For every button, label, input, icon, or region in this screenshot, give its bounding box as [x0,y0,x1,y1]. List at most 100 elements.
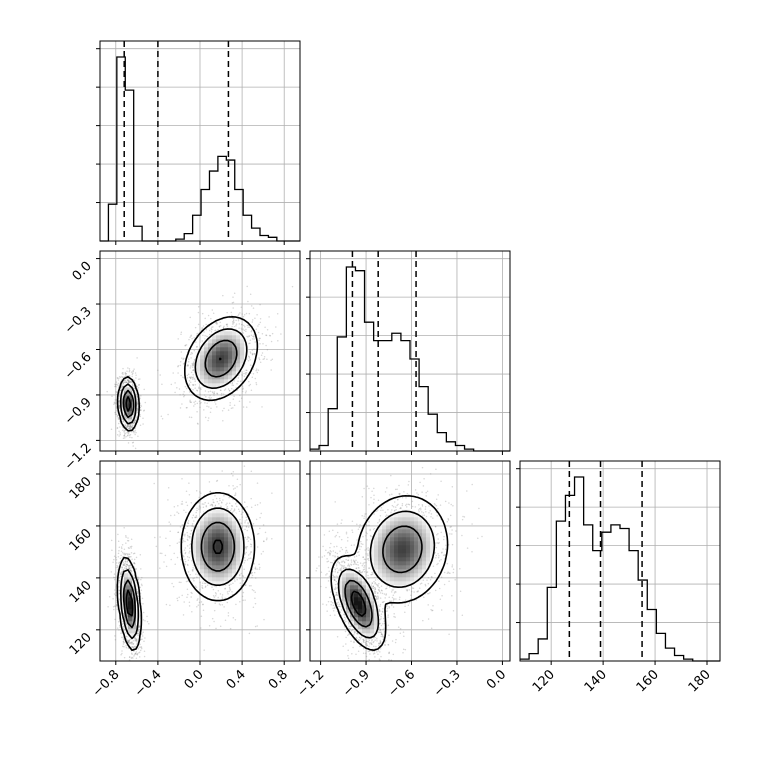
pair-0-2-point [222,499,224,501]
pair-0-1-density-cell [220,331,224,335]
pair-0-1-point [191,363,193,365]
pair-0-1-point [195,384,197,386]
pair-0-1-point [131,426,133,428]
pair-0-1-point [188,358,190,360]
pair-0-1-density-cell [232,331,236,335]
pair-0-1-point [248,381,250,383]
pair-0-1-point [247,327,249,329]
pair-0-1-point [219,322,221,324]
pair-0-1-density-cell [208,363,212,367]
pair-0-1-point [204,335,206,337]
pair-0-2-point [120,632,122,634]
pair-0-2-point [113,559,115,561]
pair-0-1-point [261,354,263,356]
pair-0-1-point [195,401,197,403]
pair-0-1-density-cell [212,363,216,367]
pair-0-2-point [114,593,116,595]
pair-0-2-point [239,578,241,580]
pair-0-1-density-cell [204,375,208,379]
pair-0-2-point [178,596,180,598]
pair-0-1 [96,251,300,462]
pair-0-2-point [223,606,225,608]
pair-0-1-point [259,338,261,340]
pair-0-1-point [192,374,194,376]
pair-0-1-point [119,376,121,378]
pair-0-2-point [236,579,238,581]
pair-0-2-point [230,584,232,586]
pair-0-1-point [239,400,241,402]
pair-0-1-density-cell [240,347,244,351]
pair-0-1-point [252,354,254,356]
pair-0-2-point [187,564,189,566]
pair-0-1-density-cell [204,379,208,383]
pair-0-1-point [209,330,211,332]
pair-0-1-point [262,352,264,354]
pair-0-1-point [241,329,243,331]
pair-0-2-point [196,510,198,512]
pair-0-1-point [118,431,120,433]
pair-0-1-point [183,396,185,398]
pair-0-1-point [245,329,247,331]
pair-0-1-point [136,410,138,412]
pair-0-1-point [139,397,141,399]
pair-0-2-point [136,557,138,559]
pair-0-2-point [124,554,126,556]
pair-0-2-point [230,589,232,591]
pair-0-2-point [118,562,120,564]
pair-0-2-point [121,551,123,553]
pair-0-1-density-cell [212,355,216,359]
pair-0-2-point [186,581,188,583]
pair-0-1-point [239,323,241,325]
pair-0-1-point [202,313,204,315]
pair-0-2-point [244,522,246,524]
pair-0-2-point [133,640,135,642]
pair-0-1-point [226,312,228,314]
pair-0-1-density-cell [212,367,216,371]
pair-0-2-point [135,580,137,582]
pair-0-2-point [121,568,123,570]
pair-0-2-point [242,512,244,514]
pair-0-2-point [198,497,200,499]
pair-0-2 [96,449,300,696]
pair-0-1-point [234,404,236,406]
pair-0-2-point [127,665,129,667]
pair-0-1-point [192,365,194,367]
hist-2 [516,461,720,665]
pair-0-1-density-cell [216,335,220,339]
pair-0-1-density-cell [228,359,232,363]
pair-0-2-point [133,661,135,663]
pair-0-2-point [222,604,224,606]
pair-0-1-point [203,331,205,333]
pair-0-2-point [141,577,143,579]
pair-0-2-point [139,646,141,648]
pair-0-1-point [190,354,192,356]
pair-0-1-point [197,423,199,425]
pair-0-1-point [256,384,258,386]
pair-0-1-point [190,357,192,359]
pair-0-2-point [117,534,119,536]
pair-0-2-point [251,577,253,579]
pair-0-1-point [193,401,195,403]
pair-0-1-density-cell [220,379,224,383]
pair-0-2-point [177,557,179,559]
pair-0-2-point [240,582,242,584]
pair-0-2-point [123,562,125,564]
pair-0-2-point [248,526,250,528]
pair-0-2-point [230,628,232,630]
pair-0-2-point [235,619,237,621]
pair-0-2-point [136,658,138,660]
pair-0-2-point [121,566,123,568]
pair-0-1-point [251,305,253,307]
pair-0-2-point [193,580,195,582]
pair-0-1-point [217,329,219,331]
pair-0-2-point [227,593,229,595]
pair-0-2-point [138,629,140,631]
pair-0-1-point [267,329,269,331]
pair-0-1-density-cell [232,335,236,339]
pair-0-1-point [264,356,266,358]
pair-0-2-point [220,626,222,628]
pair-0-2-point [146,616,148,618]
pair-0-1-point [269,335,271,337]
pair-0-2-point [214,596,216,598]
pair-0-2-point [189,557,191,559]
